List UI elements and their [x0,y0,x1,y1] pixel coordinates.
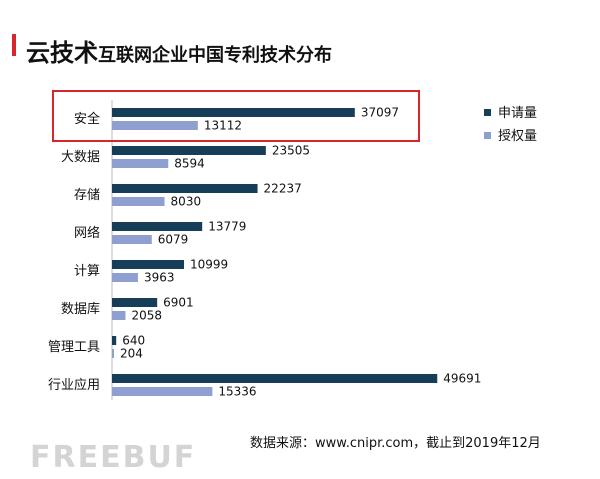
data-label: 204 [120,347,143,361]
bar-grant [112,121,198,130]
legend-label: 申请量 [498,106,537,121]
legend-swatch [484,132,491,139]
bar-application [112,146,266,155]
data-label: 23505 [272,144,310,158]
data-label: 37097 [361,106,399,120]
data-label: 13779 [208,220,246,234]
data-label: 2058 [131,309,162,323]
bar-application [112,298,158,307]
bar-grant [112,311,126,320]
title-sub: 互联网企业中国专利技术分布 [98,45,332,66]
bar-application [112,336,117,345]
title-accent-bar [12,34,16,56]
data-label: 10999 [190,258,228,272]
category-label: 数据库 [61,301,100,317]
legend-swatch [484,109,491,116]
title-main: 云技术 [26,39,98,67]
data-label: 15336 [218,385,256,399]
data-label: 8594 [174,157,205,171]
data-label: 49691 [443,372,481,386]
category-label: 管理工具 [48,340,100,355]
bar-grant [112,349,114,358]
bar-grant [112,235,152,244]
data-label: 8030 [171,195,202,209]
bar-application [112,374,438,383]
category-label: 计算 [74,264,100,279]
data-label: 6901 [163,296,194,310]
category-label: 安全 [74,111,100,127]
data-label: 3963 [144,271,175,285]
data-label: 6079 [158,233,189,247]
bar-grant [112,197,165,206]
bar-grant [112,273,138,282]
bar-application [112,260,184,269]
chart-title: 云技术互联网企业中国专利技术分布 [26,33,332,68]
bar-grant [112,387,213,396]
watermark-logo: FREEBUF [30,440,197,475]
category-label: 大数据 [61,150,100,165]
bar-grant [112,159,169,168]
highlight-box-security [52,90,420,142]
data-label: 22237 [264,182,302,196]
data-label: 640 [122,334,145,348]
legend-label: 授权量 [498,128,537,144]
bar-application [112,222,203,231]
bar-application [112,184,258,193]
category-label: 存储 [74,188,100,203]
source-note: 数据来源：www.cnipr.com，截止到2019年12月 [250,436,541,451]
data-label: 13112 [204,119,242,133]
category-label: 行业应用 [48,377,100,393]
category-label: 网络 [74,225,100,241]
bar-application [112,108,355,117]
